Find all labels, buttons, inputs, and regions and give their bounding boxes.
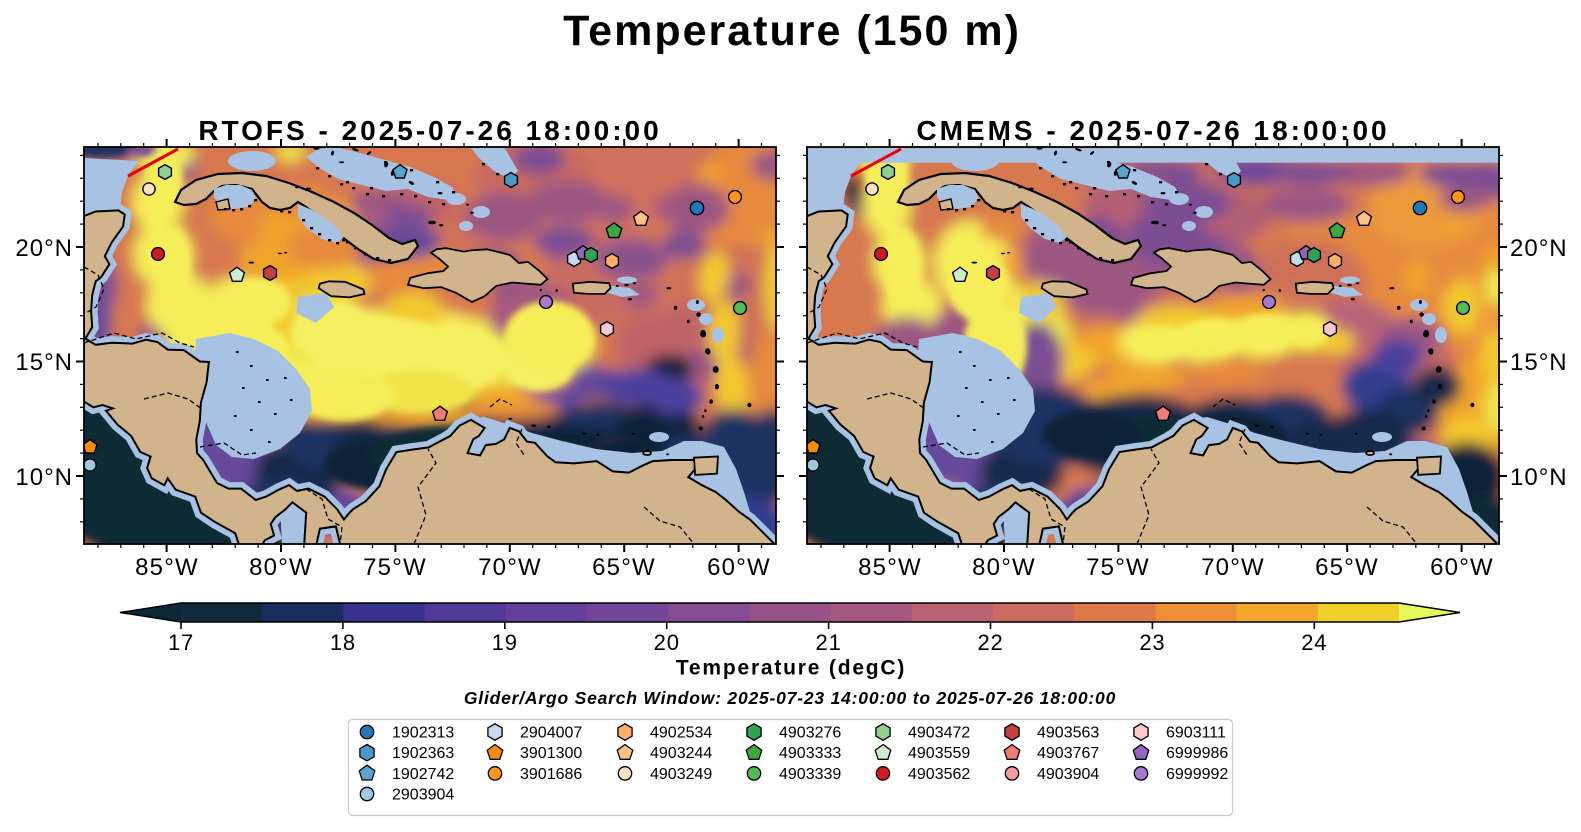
svg-text:Temperature (degC): Temperature (degC): [676, 657, 906, 680]
svg-text:4903249: 4903249: [650, 766, 712, 783]
svg-text:4903333: 4903333: [779, 745, 841, 762]
svg-text:4903904: 4903904: [1037, 766, 1099, 783]
svg-text:3901686: 3901686: [520, 766, 582, 783]
svg-text:20°N: 20°N: [15, 235, 73, 262]
svg-text:4903563: 4903563: [1037, 725, 1099, 742]
svg-text:4902534: 4902534: [650, 725, 712, 742]
svg-text:10°N: 10°N: [15, 464, 73, 491]
svg-text:60°W: 60°W: [707, 554, 771, 581]
svg-text:1902742: 1902742: [392, 766, 454, 783]
svg-text:4903276: 4903276: [779, 725, 841, 742]
svg-text:2903904: 2903904: [392, 787, 454, 804]
svg-text:4903559: 4903559: [908, 745, 970, 762]
svg-text:70°W: 70°W: [1201, 554, 1265, 581]
svg-text:1902313: 1902313: [392, 725, 454, 742]
svg-text:18: 18: [330, 630, 356, 655]
svg-text:85°W: 85°W: [135, 554, 199, 581]
svg-text:4903244: 4903244: [650, 745, 712, 762]
svg-text:65°W: 65°W: [592, 554, 656, 581]
svg-text:4903339: 4903339: [779, 766, 841, 783]
svg-text:19: 19: [492, 630, 518, 655]
svg-text:17: 17: [168, 630, 194, 655]
svg-text:21: 21: [816, 630, 842, 655]
svg-text:RTOFS - 2025-07-26 18:00:00: RTOFS - 2025-07-26 18:00:00: [198, 115, 661, 146]
svg-text:Glider/Argo Search Window: 202: Glider/Argo Search Window: 2025-07-23 14…: [464, 688, 1116, 708]
svg-text:85°W: 85°W: [858, 554, 922, 581]
svg-text:70°W: 70°W: [478, 554, 542, 581]
svg-text:6903111: 6903111: [1166, 725, 1226, 742]
svg-text:75°W: 75°W: [1086, 554, 1150, 581]
svg-text:15°N: 15°N: [1510, 349, 1568, 376]
svg-text:6999992: 6999992: [1166, 766, 1228, 783]
svg-text:75°W: 75°W: [363, 554, 427, 581]
svg-text:80°W: 80°W: [972, 554, 1036, 581]
svg-text:22: 22: [977, 630, 1003, 655]
svg-text:10°N: 10°N: [1510, 464, 1568, 491]
svg-text:4903562: 4903562: [908, 766, 970, 783]
svg-text:Temperature (150 m): Temperature (150 m): [563, 7, 1021, 55]
svg-text:24: 24: [1301, 630, 1327, 655]
svg-text:6999986: 6999986: [1166, 745, 1228, 762]
svg-text:23: 23: [1139, 630, 1165, 655]
svg-text:4903472: 4903472: [908, 725, 970, 742]
svg-text:15°N: 15°N: [15, 349, 73, 376]
svg-text:20: 20: [654, 630, 680, 655]
svg-text:1902363: 1902363: [392, 745, 454, 762]
svg-text:3901300: 3901300: [520, 745, 582, 762]
svg-text:20°N: 20°N: [1510, 235, 1568, 262]
svg-text:CMEMS - 2025-07-26 18:00:00: CMEMS - 2025-07-26 18:00:00: [916, 115, 1389, 146]
svg-text:2904007: 2904007: [520, 725, 582, 742]
svg-text:65°W: 65°W: [1315, 554, 1379, 581]
svg-text:4903767: 4903767: [1037, 745, 1099, 762]
svg-text:60°W: 60°W: [1430, 554, 1494, 581]
svg-text:80°W: 80°W: [249, 554, 313, 581]
